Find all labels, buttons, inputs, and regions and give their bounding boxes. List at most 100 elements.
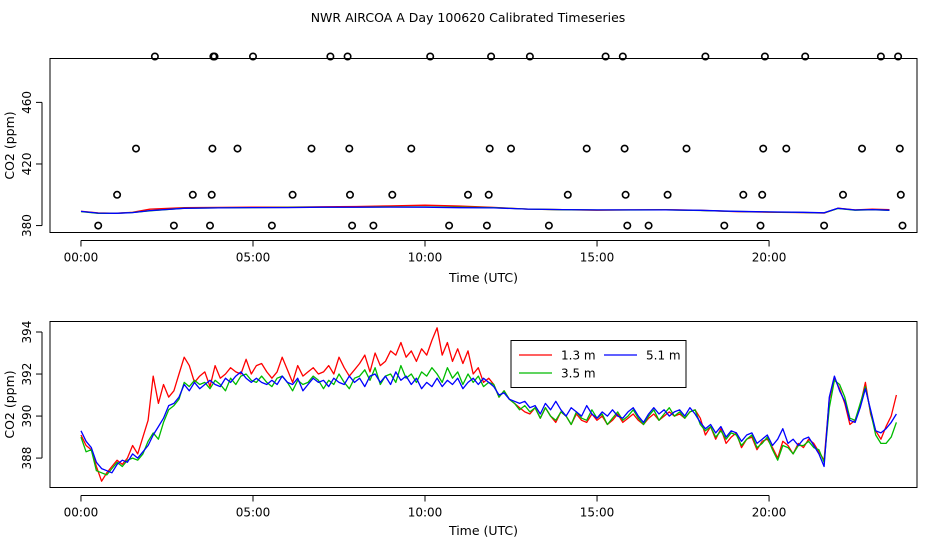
bottom-x-tick-label: 10:00 xyxy=(408,506,443,520)
top-x-tick-label: 20:00 xyxy=(752,251,787,265)
bottom-y-axis-label: CO2 (ppm) xyxy=(2,370,17,438)
calibration-point xyxy=(485,144,494,153)
calibration-point xyxy=(407,144,416,153)
calibration-point xyxy=(388,190,397,199)
calibration-point xyxy=(132,144,141,153)
calibration-point xyxy=(463,190,472,199)
calibration-point xyxy=(894,52,903,61)
calibration-point xyxy=(206,221,215,230)
legend: 1.3 m 5.1 m 3.5 m xyxy=(510,340,687,388)
calibration-point xyxy=(720,221,729,230)
calibration-point xyxy=(426,52,435,61)
calibration-point xyxy=(682,144,691,153)
calibration-point xyxy=(563,190,572,199)
calibration-point xyxy=(760,52,769,61)
calibration-point xyxy=(782,144,791,153)
top-data-layer xyxy=(80,204,890,215)
calibration-point xyxy=(820,221,829,230)
calibration-point xyxy=(307,144,316,153)
calibration-point xyxy=(288,190,297,199)
calibration-point xyxy=(249,52,258,61)
calibration-point xyxy=(876,52,885,61)
bottom-series-line-5-1-m xyxy=(80,371,897,474)
calibration-point xyxy=(233,144,242,153)
calibration-point xyxy=(487,52,496,61)
top-x-tick-label: 05:00 xyxy=(236,251,271,265)
calibration-point xyxy=(663,190,672,199)
calibration-point xyxy=(326,52,335,61)
calibration-point xyxy=(756,221,765,230)
bottom-data-layer xyxy=(80,327,898,482)
calibration-point xyxy=(621,190,630,199)
bottom-plot-frame xyxy=(49,321,918,488)
bottom-y-tick-label: 392 xyxy=(20,363,34,386)
bottom-x-tick-label: 05:00 xyxy=(236,506,271,520)
top-axes: 00:00 05:00 10:00 15:00 20:00 380 420 460 xyxy=(20,91,786,265)
calibration-point xyxy=(482,221,491,230)
calibration-point xyxy=(838,190,847,199)
figure-title: NWR AIRCOA A Day 100620 Calibrated Times… xyxy=(311,10,626,25)
bottom-x-tick-label: 00:00 xyxy=(64,506,99,520)
bottom-panel: 00:00 05:00 10:00 15:00 20:00 388 390 392 394 Ti… xyxy=(2,321,918,538)
bottom-x-axis-label: Time (UTC) xyxy=(448,523,518,538)
top-panel: 00:00 05:00 10:00 15:00 20:00 380 420 460 Time … xyxy=(2,52,918,285)
bottom-series-line-1-3-m xyxy=(80,327,898,482)
calibration-point xyxy=(169,221,178,230)
top-x-axis-label: Time (UTC) xyxy=(448,270,518,285)
calibration-point xyxy=(544,221,553,230)
calibration-point xyxy=(150,52,159,61)
calibration-point xyxy=(758,190,767,199)
calibration-point xyxy=(188,190,197,199)
calibration-point xyxy=(94,221,103,230)
bottom-x-tick-label: 15:00 xyxy=(580,506,615,520)
calibration-point xyxy=(701,52,710,61)
calibration-point xyxy=(345,190,354,199)
calibration-point xyxy=(348,221,357,230)
calibration-point xyxy=(582,144,591,153)
top-x-tick-label: 15:00 xyxy=(580,251,615,265)
calibration-point xyxy=(445,221,454,230)
calibration-point xyxy=(113,190,122,199)
calibration-point xyxy=(739,190,748,199)
bottom-y-tick-label: 390 xyxy=(20,405,34,428)
legend-label-1-3m: 1.3 m xyxy=(561,349,596,363)
calibration-point xyxy=(620,144,629,153)
calibration-point xyxy=(345,144,354,153)
top-plot-area xyxy=(80,52,907,230)
top-series-line-5-1-m xyxy=(80,206,890,214)
calibration-point xyxy=(601,52,610,61)
top-y-tick-label: 380 xyxy=(20,214,34,237)
calibration-point xyxy=(623,221,632,230)
calibration-point xyxy=(898,221,907,230)
calibration-point xyxy=(369,221,378,230)
top-y-tick-label: 460 xyxy=(20,91,34,114)
legend-box xyxy=(510,340,687,388)
bottom-x-tick-label: 20:00 xyxy=(752,506,787,520)
bottom-y-tick-label: 388 xyxy=(20,447,34,470)
bottom-axes: 00:00 05:00 10:00 15:00 20:00 388 390 392 394 xyxy=(20,321,786,520)
calibration-point xyxy=(208,144,217,153)
calibration-point xyxy=(506,144,515,153)
legend-label-5-1m: 5.1 m xyxy=(646,349,681,363)
top-y-tick-label: 420 xyxy=(20,153,34,176)
calibration-point xyxy=(210,52,219,61)
calibration-point xyxy=(801,52,810,61)
calibration-point xyxy=(896,190,905,199)
calibration-point xyxy=(644,221,653,230)
top-y-axis-label: CO2 (ppm) xyxy=(2,111,17,179)
calibration-point xyxy=(525,52,534,61)
top-x-tick-label: 00:00 xyxy=(64,251,99,265)
calibration-point xyxy=(618,52,627,61)
legend-label-3-5m: 3.5 m xyxy=(561,367,596,381)
bottom-y-tick-label: 394 xyxy=(20,321,34,344)
top-plot-frame xyxy=(49,58,918,233)
calibration-point xyxy=(759,144,768,153)
top-x-tick-label: 10:00 xyxy=(408,251,443,265)
calibration-point xyxy=(857,144,866,153)
calibration-point xyxy=(895,144,904,153)
calibration-point xyxy=(267,221,276,230)
calibration-point xyxy=(343,52,352,61)
calibration-point xyxy=(484,190,493,199)
